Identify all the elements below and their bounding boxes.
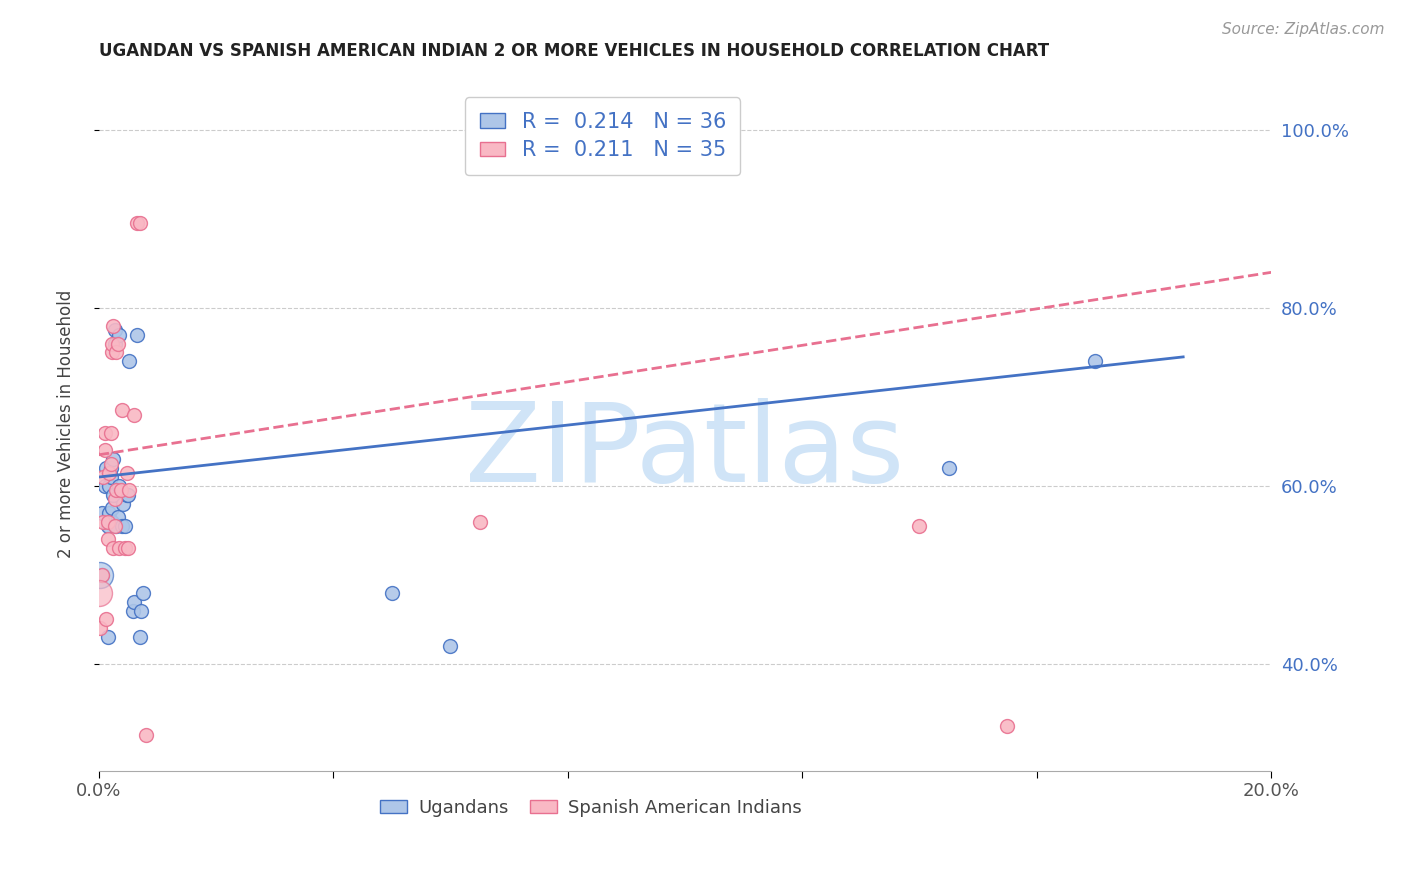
Point	[122, 594, 145, 608]
Point	[98, 506, 121, 520]
Point	[115, 488, 138, 502]
Point	[129, 603, 152, 617]
Point	[93, 479, 115, 493]
Point	[125, 327, 148, 342]
Point	[94, 612, 117, 626]
Point	[94, 461, 117, 475]
Point	[103, 318, 125, 333]
Point	[117, 488, 139, 502]
Point	[108, 479, 131, 493]
Point	[135, 728, 157, 742]
Point	[97, 533, 120, 547]
Point	[97, 515, 120, 529]
Point	[104, 519, 127, 533]
Point	[121, 603, 143, 617]
Point	[97, 630, 120, 644]
Point	[100, 345, 122, 359]
Point	[108, 541, 131, 556]
Point	[90, 568, 112, 582]
Point	[468, 515, 491, 529]
Text: ZIPatlas: ZIPatlas	[465, 398, 904, 505]
Point	[104, 323, 127, 337]
Legend: Ugandans, Spanish American Indians: Ugandans, Spanish American Indians	[373, 792, 810, 824]
Point	[89, 568, 111, 582]
Point	[93, 443, 115, 458]
Point	[132, 585, 155, 599]
Point	[100, 501, 122, 516]
Point	[110, 483, 132, 498]
Point	[104, 336, 127, 351]
Point	[90, 506, 112, 520]
Point	[90, 568, 112, 582]
Point	[117, 541, 139, 556]
Point	[100, 457, 122, 471]
Point	[908, 519, 931, 533]
Point	[103, 541, 125, 556]
Point	[114, 541, 136, 556]
Point	[97, 519, 120, 533]
Point	[100, 461, 122, 475]
Point	[118, 354, 141, 368]
Point	[103, 452, 125, 467]
Point	[938, 461, 960, 475]
Point	[128, 216, 150, 230]
Point	[89, 621, 111, 635]
Point	[107, 336, 129, 351]
Point	[89, 585, 111, 599]
Point	[103, 488, 125, 502]
Text: Source: ZipAtlas.com: Source: ZipAtlas.com	[1222, 22, 1385, 37]
Point	[114, 519, 136, 533]
Point	[98, 466, 121, 480]
Point	[98, 479, 121, 493]
Point	[105, 519, 128, 533]
Point	[125, 216, 148, 230]
Point	[115, 466, 138, 480]
Point	[105, 483, 128, 498]
Point	[1084, 354, 1107, 368]
Point	[100, 336, 122, 351]
Point	[381, 585, 404, 599]
Point	[112, 497, 135, 511]
Point	[93, 425, 115, 440]
Point	[108, 327, 131, 342]
Point	[118, 483, 141, 498]
Point	[105, 345, 128, 359]
Point	[107, 510, 129, 524]
Point	[100, 470, 122, 484]
Point	[122, 408, 145, 422]
Y-axis label: 2 or more Vehicles in Household: 2 or more Vehicles in Household	[58, 290, 75, 558]
Point	[439, 639, 461, 653]
Point	[104, 492, 127, 507]
Text: UGANDAN VS SPANISH AMERICAN INDIAN 2 OR MORE VEHICLES IN HOUSEHOLD CORRELATION C: UGANDAN VS SPANISH AMERICAN INDIAN 2 OR …	[98, 42, 1049, 60]
Point	[128, 630, 150, 644]
Point	[995, 719, 1018, 733]
Point	[100, 425, 122, 440]
Point	[111, 519, 134, 533]
Point	[93, 470, 115, 484]
Point	[111, 403, 134, 417]
Point	[91, 515, 114, 529]
Point	[100, 515, 122, 529]
